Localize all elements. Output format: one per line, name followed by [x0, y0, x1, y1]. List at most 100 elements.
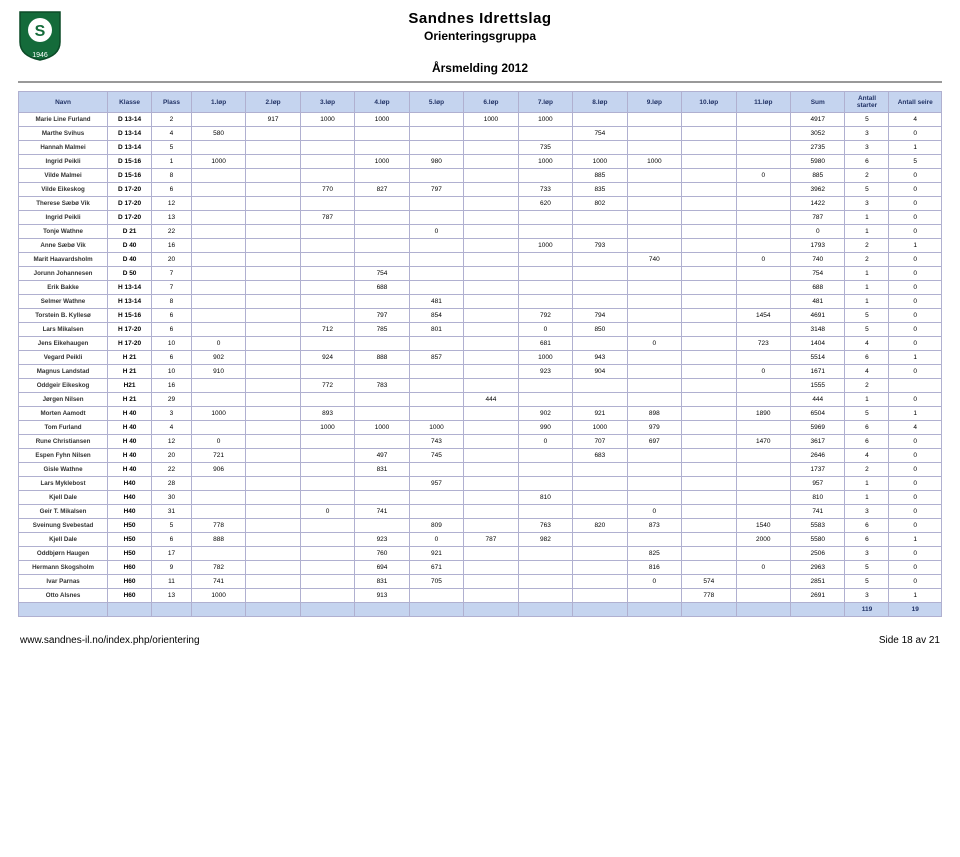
- cell-empty: [409, 603, 463, 617]
- cell-sum: 3052: [791, 127, 845, 141]
- cell-antall-seire: 0: [889, 477, 942, 491]
- cell-antall-starter: 4: [845, 337, 889, 351]
- cell-lop: [246, 323, 300, 337]
- cell-lop: [464, 141, 518, 155]
- cell-antall-starter: 1: [845, 225, 889, 239]
- cell-klasse: H 40: [108, 435, 152, 449]
- cell-lop: 1000: [464, 113, 518, 127]
- cell-antall-seire: 0: [889, 519, 942, 533]
- cell-lop: 0: [627, 505, 681, 519]
- column-header: Antall seire: [889, 92, 942, 113]
- cell-antall-starter: 3: [845, 127, 889, 141]
- cell-lop: [300, 449, 354, 463]
- cell-lop: [736, 393, 790, 407]
- cell-lop: [682, 141, 736, 155]
- cell-antall-seire: [889, 379, 942, 393]
- cell-lop: [409, 281, 463, 295]
- cell-lop: [682, 547, 736, 561]
- cell-lop: [736, 421, 790, 435]
- cell-klasse: H 13-14: [108, 295, 152, 309]
- cell-lop: 893: [300, 407, 354, 421]
- cell-lop: 1000: [627, 155, 681, 169]
- column-header: 2.løp: [246, 92, 300, 113]
- cell-lop: [573, 561, 627, 575]
- cell-antall-starter: 1: [845, 211, 889, 225]
- cell-antall-starter: 5: [845, 113, 889, 127]
- cell-lop: [300, 253, 354, 267]
- cell-antall-starter: 2: [845, 463, 889, 477]
- cell-sum: 3962: [791, 183, 845, 197]
- cell-sum: 1404: [791, 337, 845, 351]
- table-row: Oddbjørn HaugenH5017760921825250630: [19, 547, 942, 561]
- cell-lop: 683: [573, 449, 627, 463]
- cell-lop: [627, 211, 681, 225]
- cell-klasse: D 15-16: [108, 155, 152, 169]
- column-header: Navn: [19, 92, 108, 113]
- cell-lop: 0: [409, 225, 463, 239]
- cell-navn: Hannah Malmei: [19, 141, 108, 155]
- cell-lop: [682, 561, 736, 575]
- cell-lop: [246, 183, 300, 197]
- cell-lop: [300, 435, 354, 449]
- cell-sum: 1422: [791, 197, 845, 211]
- cell-navn: Oddbjørn Haugen: [19, 547, 108, 561]
- cell-lop: 982: [518, 533, 572, 547]
- cell-empty: [736, 603, 790, 617]
- cell-lop: [573, 225, 627, 239]
- cell-plass: 20: [152, 449, 192, 463]
- column-header: 10.løp: [682, 92, 736, 113]
- cell-antall-seire: 0: [889, 435, 942, 449]
- cell-lop: [682, 113, 736, 127]
- table-row: Anne Sæbø VikD 40161000793179321: [19, 239, 942, 253]
- cell-lop: [409, 407, 463, 421]
- cell-lop: 1000: [300, 113, 354, 127]
- cell-lop: 0: [627, 575, 681, 589]
- cell-lop: [409, 253, 463, 267]
- cell-lop: [191, 477, 245, 491]
- cell-lop: [191, 253, 245, 267]
- cell-navn: Ivar Parnas: [19, 575, 108, 589]
- cell-lop: 979: [627, 421, 681, 435]
- cell-lop: [300, 155, 354, 169]
- cell-plass: 6: [152, 351, 192, 365]
- cell-antall-starter: 6: [845, 351, 889, 365]
- cell-antall-starter: 3: [845, 547, 889, 561]
- column-header: Sum: [791, 92, 845, 113]
- org-title: Sandnes Idrettslag: [18, 10, 942, 27]
- cell-sum: 4691: [791, 309, 845, 323]
- cell-klasse: H40: [108, 505, 152, 519]
- cell-empty: [355, 603, 409, 617]
- cell-navn: Sveinung Svebestad: [19, 519, 108, 533]
- cell-klasse: D 17-20: [108, 197, 152, 211]
- table-row: Selmer WathneH 13-14848148110: [19, 295, 942, 309]
- cell-lop: [573, 533, 627, 547]
- cell-lop: [627, 295, 681, 309]
- cell-lop: 688: [355, 281, 409, 295]
- cell-antall-seire: 0: [889, 169, 942, 183]
- cell-lop: [300, 127, 354, 141]
- cell-antall-starter: 4: [845, 365, 889, 379]
- cell-lop: [627, 309, 681, 323]
- cell-sum: 2851: [791, 575, 845, 589]
- cell-sum: 5583: [791, 519, 845, 533]
- cell-lop: [736, 127, 790, 141]
- cell-lop: [464, 337, 518, 351]
- cell-lop: [246, 407, 300, 421]
- cell-antall-starter: 1: [845, 491, 889, 505]
- cell-antall-starter: 2: [845, 253, 889, 267]
- cell-lop: [682, 519, 736, 533]
- cell-klasse: D 17-20: [108, 211, 152, 225]
- cell-plass: 29: [152, 393, 192, 407]
- cell-lop: 0: [518, 323, 572, 337]
- cell-lop: 857: [409, 351, 463, 365]
- cell-lop: [300, 225, 354, 239]
- cell-lop: [627, 477, 681, 491]
- cell-sum: 885: [791, 169, 845, 183]
- cell-lop: [246, 561, 300, 575]
- cell-lop: [573, 295, 627, 309]
- cell-lop: [191, 141, 245, 155]
- cell-lop: [627, 127, 681, 141]
- cell-lop: [355, 365, 409, 379]
- cell-lop: 671: [409, 561, 463, 575]
- cell-lop: [736, 505, 790, 519]
